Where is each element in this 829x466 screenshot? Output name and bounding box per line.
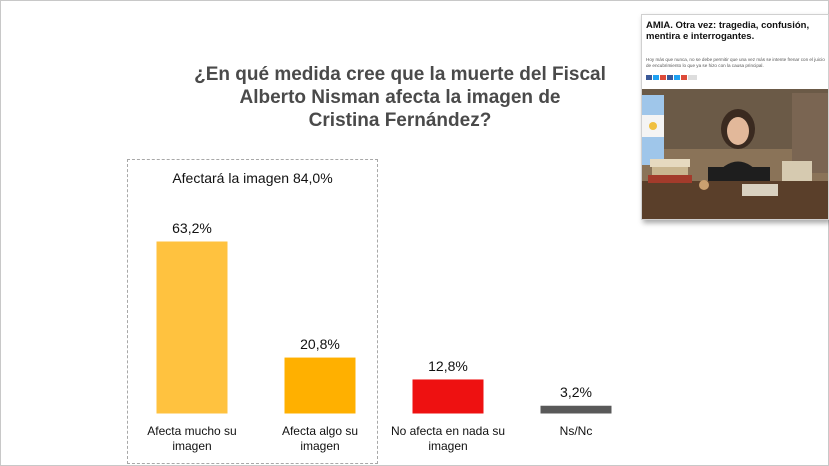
bar-afecta-algo-su-imagen (283, 356, 357, 415)
news-summary: Hoy más que nunca, no se debe permitir q… (646, 57, 825, 68)
category-label-no-afecta-en-nada-su-imagen: No afecta en nada su imagen (391, 424, 505, 453)
news-photo (642, 89, 828, 219)
bar-ns-nc (539, 404, 613, 415)
bar-no-afecta-en-nada-su-imagen (411, 378, 485, 415)
value-label-afecta-algo-su-imagen: 20,8% (300, 336, 340, 352)
title-line-2: Alberto Nisman afecta la imagen de (239, 87, 561, 108)
share-icon[interactable] (667, 75, 673, 80)
share-icon[interactable] (681, 75, 687, 80)
value-label-no-afecta-en-nada-su-imagen: 12,8% (428, 358, 468, 374)
title-line-3: Cristina Fernández? (308, 110, 492, 131)
value-label-ns-nc: 3,2% (560, 384, 592, 400)
twitter-share-icon[interactable] (653, 75, 659, 80)
share-icon[interactable] (674, 75, 680, 80)
share-buttons[interactable] (646, 75, 697, 81)
share-count-icon (688, 75, 697, 80)
bar-afecta-mucho-su-imagen (155, 240, 229, 415)
google-share-icon[interactable] (660, 75, 666, 80)
affects-image-group-box (127, 159, 378, 464)
news-headline[interactable]: AMIA. Otra vez: tragedia, confusión, men… (646, 20, 810, 42)
title-line-1: ¿En qué medida cree que la muerte del Fi… (194, 64, 606, 85)
news-card[interactable]: AMIA. Otra vez: tragedia, confusión, men… (641, 14, 829, 220)
category-label-afecta-mucho-su-imagen: Afecta mucho su imagen (147, 424, 236, 453)
group-annotation: Afectará la imagen 84,0% (172, 170, 333, 186)
value-label-afecta-mucho-su-imagen: 63,2% (172, 220, 212, 236)
category-label-afecta-algo-su-imagen: Afecta algo su imagen (282, 424, 358, 453)
facebook-share-icon[interactable] (646, 75, 652, 80)
category-label-ns-nc: Ns/Nc (560, 424, 593, 438)
chart-title: ¿En qué medida cree que la muerte del Fi… (170, 63, 630, 132)
